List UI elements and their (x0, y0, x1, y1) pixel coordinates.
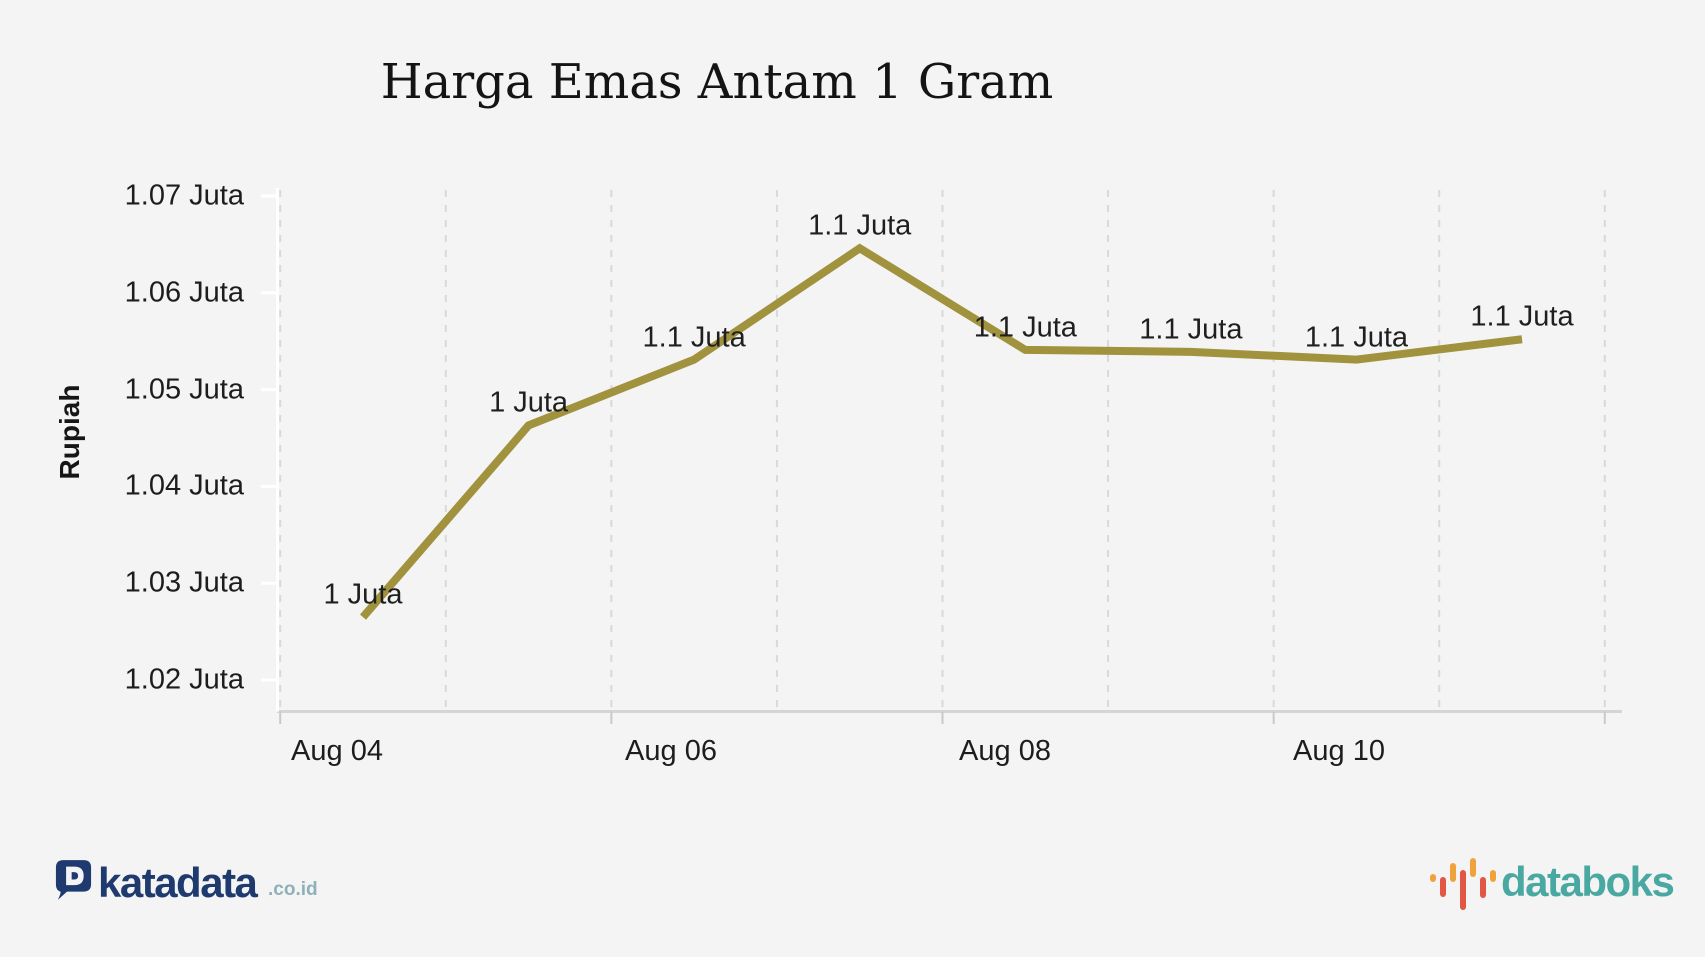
katadata-brand-text: katadata (98, 859, 258, 906)
chart-title: Harga Emas Antam 1 Gram (380, 54, 1054, 110)
price-line (359, 243, 1523, 620)
data-point-label: 1 Juta (323, 578, 403, 611)
y-tick-label: 1.02 Juta (124, 663, 244, 696)
data-point-label: 1.1 Juta (642, 321, 746, 354)
data-point-label: 1.1 Juta (808, 209, 912, 242)
y-tick-label: 1.03 Juta (124, 566, 244, 599)
data-point-label: 1.1 Juta (1304, 321, 1409, 354)
x-tick-label: Aug 10 (1293, 735, 1385, 767)
data-point-label: 1 Juta (489, 386, 569, 419)
y-tick-label: 1.05 Juta (124, 373, 244, 406)
katadata-domain-suffix: .co.id (268, 879, 318, 900)
y-tick-label: 1.04 Juta (124, 469, 244, 502)
databoks-bars-icon (1430, 858, 1496, 910)
x-tick-label: Aug 06 (625, 735, 717, 767)
data-point-label: 1.1 Juta (1139, 313, 1243, 346)
databoks-brand-text: databoks (1501, 858, 1675, 905)
katadata-speech-bubble-icon (55, 860, 92, 900)
y-tick-label: 1.07 Juta (124, 179, 244, 212)
x-tick-label: Aug 08 (959, 735, 1051, 767)
data-point-label: 1.1 Juta (973, 311, 1077, 344)
y-tick-label: 1.06 Juta (124, 276, 244, 309)
data-point-label: 1.1 Juta (1470, 300, 1574, 333)
x-tick-label: Aug 04 (291, 735, 383, 767)
